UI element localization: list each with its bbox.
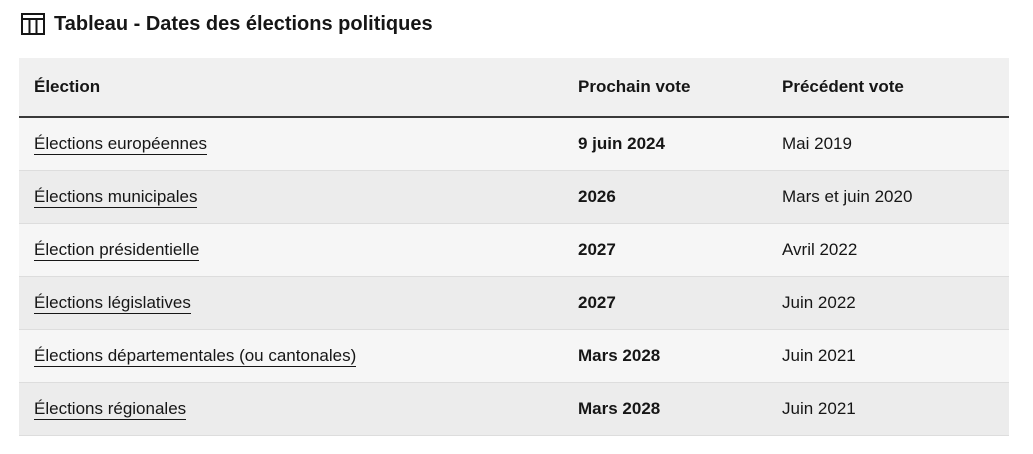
previous-vote-cell: Juin 2021 <box>767 329 1009 383</box>
election-name-cell: Élections régionales <box>19 382 563 436</box>
table-caption: Tableau - Dates des élections politiques <box>20 10 433 38</box>
table-row: Élections régionales Mars 2028 Juin 2021 <box>19 382 1009 436</box>
table-row: Élection présidentielle 2027 Avril 2022 <box>19 223 1009 277</box>
header-previous-vote: Précédent vote <box>767 58 1009 118</box>
elections-table: Élection Prochain vote Précédent vote Él… <box>19 58 1009 436</box>
previous-vote-cell: Mars et juin 2020 <box>767 170 1009 224</box>
table-row: Élections législatives 2027 Juin 2022 <box>19 276 1009 330</box>
table-row: Élections départementales (ou cantonales… <box>19 329 1009 383</box>
previous-vote-cell: Avril 2022 <box>767 223 1009 277</box>
election-name-cell: Élections municipales <box>19 170 563 224</box>
previous-vote-cell: Mai 2019 <box>767 117 1009 171</box>
table-header: Élection Prochain vote Précédent vote <box>19 58 1009 118</box>
table-header-row: Élection Prochain vote Précédent vote <box>19 58 1009 118</box>
table-row: Élections municipales 2026 Mars et juin … <box>19 170 1009 224</box>
next-vote-cell: 2027 <box>563 223 767 277</box>
election-link-municipales[interactable]: Élections municipales <box>34 187 198 208</box>
election-name-cell: Élection présidentielle <box>19 223 563 277</box>
next-vote-cell: Mars 2028 <box>563 382 767 436</box>
previous-vote-cell: Juin 2022 <box>767 276 1009 330</box>
table-title: Tableau - Dates des élections politiques <box>54 12 433 35</box>
next-vote-cell: Mars 2028 <box>563 329 767 383</box>
next-vote-cell: 2026 <box>563 170 767 224</box>
election-link-regionales[interactable]: Élections régionales <box>34 399 187 420</box>
table-row: Élections européennes 9 juin 2024 Mai 20… <box>19 117 1009 171</box>
election-name-cell: Élections départementales (ou cantonales… <box>19 329 563 383</box>
election-link-presidentielle[interactable]: Élection présidentielle <box>34 240 200 261</box>
previous-vote-cell: Juin 2021 <box>767 382 1009 436</box>
table-icon <box>20 11 46 37</box>
election-name-cell: Élections législatives <box>19 276 563 330</box>
election-link-legislatives[interactable]: Élections législatives <box>34 293 191 314</box>
election-link-departementales[interactable]: Élections départementales (ou cantonales… <box>34 346 357 367</box>
next-vote-cell: 9 juin 2024 <box>563 117 767 171</box>
header-election: Élection <box>19 58 563 118</box>
table-body: Élections européennes 9 juin 2024 Mai 20… <box>19 117 1009 436</box>
elections-table-container: Élection Prochain vote Précédent vote Él… <box>19 58 1009 436</box>
header-next-vote: Prochain vote <box>563 58 767 118</box>
election-link-europeennes[interactable]: Élections européennes <box>34 134 207 155</box>
election-name-cell: Élections européennes <box>19 117 563 171</box>
next-vote-cell: 2027 <box>563 276 767 330</box>
